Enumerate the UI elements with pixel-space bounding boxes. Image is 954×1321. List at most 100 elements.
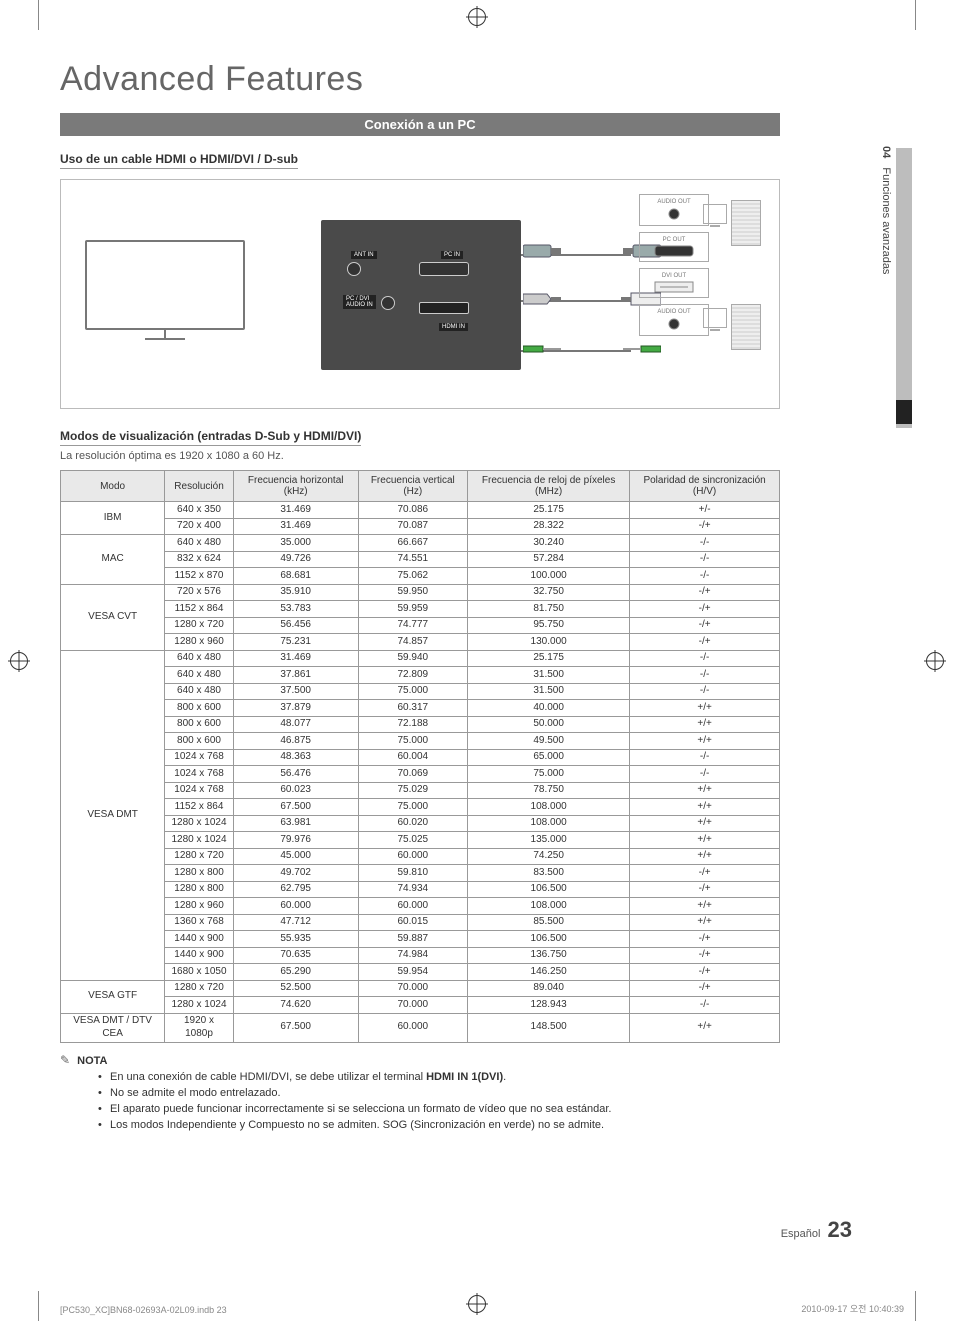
table-cell: 70.000 xyxy=(358,980,468,997)
table-cell: 65.000 xyxy=(468,749,630,766)
table-cell: 31.469 xyxy=(233,518,358,535)
table-cell: -/+ xyxy=(630,947,780,964)
table-cell: 59.940 xyxy=(358,650,468,667)
mode-cell: VESA CVT xyxy=(61,584,165,650)
table-cell: 37.500 xyxy=(233,683,358,700)
table-cell: 37.879 xyxy=(233,700,358,717)
table-row: VESA GTF1280 x 72052.50070.00089.040-/+ xyxy=(61,980,780,997)
tv-rear-panel: ANT IN PC IN PC / DVI AUDIO IN HDMI IN xyxy=(321,220,521,370)
table-cell: 136.750 xyxy=(468,947,630,964)
table-row: MAC640 x 48035.00066.66730.240-/- xyxy=(61,535,780,552)
table-cell: 48.077 xyxy=(233,716,358,733)
table-cell: 1280 x 960 xyxy=(165,634,234,651)
table-row: 1024 x 76856.47670.06975.000-/- xyxy=(61,766,780,783)
mode-cell: VESA GTF xyxy=(61,980,165,1013)
section-tab: 04 Funciones avanzadas xyxy=(880,140,912,590)
table-cell: +/+ xyxy=(630,914,780,931)
hdmi-plug-icon xyxy=(523,290,563,308)
mode-cell: MAC xyxy=(61,535,165,585)
table-row: 1280 x 80049.70259.81083.500-/+ xyxy=(61,865,780,882)
table-cell: 75.000 xyxy=(358,733,468,750)
table-cell: 1024 x 768 xyxy=(165,782,234,799)
table-cell: 106.500 xyxy=(468,881,630,898)
table-cell: +/+ xyxy=(630,898,780,915)
table-cell: 1152 x 864 xyxy=(165,799,234,816)
table-cell: 60.023 xyxy=(233,782,358,799)
table-cell: 25.175 xyxy=(468,650,630,667)
table-cell: 70.000 xyxy=(358,997,468,1014)
pc-tower-icon xyxy=(731,304,761,350)
table-cell: 148.500 xyxy=(468,1013,630,1042)
table-cell: 50.000 xyxy=(468,716,630,733)
audio-plug-icon xyxy=(523,340,563,358)
section-label: Funciones avanzadas xyxy=(880,167,892,274)
table-cell: 49.726 xyxy=(233,551,358,568)
table-header-cell: Frecuencia horizontal (kHz) xyxy=(233,471,358,502)
table-cell: -/+ xyxy=(630,617,780,634)
table-cell: 63.981 xyxy=(233,815,358,832)
audio-out-box-2: AUDIO OUT xyxy=(639,304,709,336)
table-row: 800 x 60046.87575.00049.500+/+ xyxy=(61,733,780,750)
table-cell: 56.456 xyxy=(233,617,358,634)
table-cell: 74.777 xyxy=(358,617,468,634)
table-cell: 46.875 xyxy=(233,733,358,750)
table-cell: +/+ xyxy=(630,799,780,816)
table-cell: 130.000 xyxy=(468,634,630,651)
table-cell: 800 x 600 xyxy=(165,700,234,717)
table-cell: 25.175 xyxy=(468,502,630,519)
table-cell: -/+ xyxy=(630,865,780,882)
table-cell: 62.795 xyxy=(233,881,358,898)
table-cell: 108.000 xyxy=(468,815,630,832)
table-row: 1680 x 105065.29059.954146.250-/+ xyxy=(61,964,780,981)
table-row: 1280 x 72045.00060.00074.250+/+ xyxy=(61,848,780,865)
pc-in-label: PC IN xyxy=(441,251,463,259)
table-cell: 35.910 xyxy=(233,584,358,601)
hdmi-in-label: HDMI IN xyxy=(439,323,468,331)
table-cell: 100.000 xyxy=(468,568,630,585)
table-cell: 60.004 xyxy=(358,749,468,766)
table-cell: 1024 x 768 xyxy=(165,766,234,783)
table-cell: 70.069 xyxy=(358,766,468,783)
table-row: 1280 x 96060.00060.000108.000+/+ xyxy=(61,898,780,915)
dvi-out-box: DVI OUT xyxy=(639,268,709,298)
table-cell: 72.809 xyxy=(358,667,468,684)
note-item: Los modos Independiente y Compuesto no s… xyxy=(98,1119,780,1131)
table-cell: 31.469 xyxy=(233,502,358,519)
table-header-cell: Frecuencia vertical (Hz) xyxy=(358,471,468,502)
table-cell: +/+ xyxy=(630,832,780,849)
table-row: 720 x 40031.46970.08728.322-/+ xyxy=(61,518,780,535)
table-cell: 640 x 480 xyxy=(165,683,234,700)
table-cell: -/- xyxy=(630,997,780,1014)
table-cell: 70.087 xyxy=(358,518,468,535)
table-row: 1360 x 76847.71260.01585.500+/+ xyxy=(61,914,780,931)
table-cell: 85.500 xyxy=(468,914,630,931)
table-cell: -/+ xyxy=(630,931,780,948)
table-cell: 800 x 600 xyxy=(165,716,234,733)
registration-mark-icon xyxy=(10,652,28,670)
table-header-cell: Frecuencia de reloj de píxeles (MHz) xyxy=(468,471,630,502)
table-row: 1152 x 86453.78359.95981.750-/+ xyxy=(61,601,780,618)
table-cell: 1440 x 900 xyxy=(165,931,234,948)
audio-out-box: AUDIO OUT xyxy=(639,194,709,226)
table-cell: -/+ xyxy=(630,601,780,618)
table-cell: 60.000 xyxy=(358,848,468,865)
table-row: 1152 x 87068.68175.062100.000-/- xyxy=(61,568,780,585)
table-cell: 35.000 xyxy=(233,535,358,552)
table-cell: 720 x 576 xyxy=(165,584,234,601)
table-cell: 83.500 xyxy=(468,865,630,882)
table-cell: 53.783 xyxy=(233,601,358,618)
table-cell: 65.290 xyxy=(233,964,358,981)
table-cell: -/+ xyxy=(630,881,780,898)
table-cell: 78.750 xyxy=(468,782,630,799)
table-header-cell: Polaridad de sincronización (H/V) xyxy=(630,471,780,502)
table-cell: 74.984 xyxy=(358,947,468,964)
table-header-cell: Resolución xyxy=(165,471,234,502)
table-cell: 67.500 xyxy=(233,1013,358,1042)
table-cell: 89.040 xyxy=(468,980,630,997)
table-cell: -/- xyxy=(630,551,780,568)
table-cell: 49.500 xyxy=(468,733,630,750)
mode-cell: VESA DMT / DTV CEA xyxy=(61,1013,165,1042)
table-cell: 75.029 xyxy=(358,782,468,799)
vga-plug-icon xyxy=(523,242,563,260)
audio-plug-icon xyxy=(621,340,661,358)
